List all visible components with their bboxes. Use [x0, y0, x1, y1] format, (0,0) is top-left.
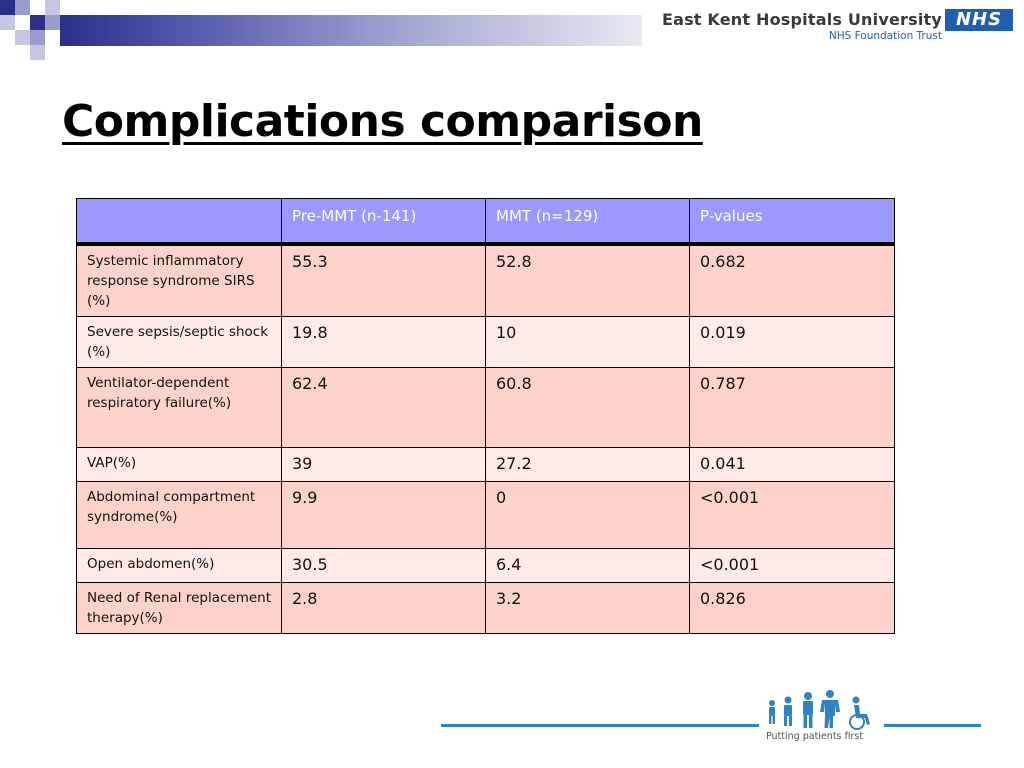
slide-title: Complications comparison: [62, 96, 703, 147]
row-label: VAP(%): [76, 447, 282, 482]
table-row: VAP(%) 39 27.2 0.041: [76, 447, 895, 482]
pre-mmt-value: 2.8: [281, 582, 486, 634]
pre-mmt-value: 19.8: [281, 316, 486, 368]
row-label: Severe sepsis/septic shock (%): [76, 316, 282, 368]
table-header-empty: [76, 198, 282, 246]
mmt-value: 52.8: [485, 243, 690, 317]
p-value: <0.001: [689, 481, 895, 549]
mmt-value: 6.4: [485, 548, 690, 583]
people-group-icon: [769, 690, 870, 730]
pre-mmt-value: 39: [281, 447, 486, 482]
p-value: 0.041: [689, 447, 895, 482]
table-header-p-values: P-values: [689, 198, 895, 246]
pre-mmt-value: 62.4: [281, 367, 486, 448]
p-value: <0.001: [689, 548, 895, 583]
table-row: Systemic inflammatory response syndrome …: [76, 243, 895, 317]
p-value: 0.019: [689, 316, 895, 368]
mmt-value: 0: [485, 481, 690, 549]
footer-line-right: [884, 724, 981, 727]
organization-subtitle: NHS Foundation Trust: [828, 30, 942, 42]
footer-tagline: Putting patients first: [766, 731, 864, 742]
pre-mmt-value: 30.5: [281, 548, 486, 583]
p-value: 0.787: [689, 367, 895, 448]
footer-line-left: [441, 724, 759, 727]
nhs-logo: NHS: [945, 9, 1013, 31]
p-value: 0.826: [689, 582, 895, 634]
table-row: Need of Renal replacement therapy(%) 2.8…: [76, 582, 895, 634]
mmt-value: 10: [485, 316, 690, 368]
table-header-mmt: MMT (n=129): [485, 198, 690, 246]
header-gradient-bar: [60, 15, 642, 46]
row-label: Systemic inflammatory response syndrome …: [76, 243, 282, 317]
organization-name: East Kent Hospitals University: [661, 10, 942, 29]
row-label: Need of Renal replacement therapy(%): [76, 582, 282, 634]
mmt-value: 27.2: [485, 447, 690, 482]
table-row: Severe sepsis/septic shock (%) 19.8 10 0…: [76, 316, 895, 368]
table-row: Ventilator-dependent respiratory failure…: [76, 367, 895, 448]
row-label: Ventilator-dependent respiratory failure…: [76, 367, 282, 448]
table-header-row: Pre-MMT (n-141) MMT (n=129) P-values: [76, 198, 895, 246]
mmt-value: 3.2: [485, 582, 690, 634]
mmt-value: 60.8: [485, 367, 690, 448]
organization-header: East Kent Hospitals University NHS Found…: [642, 10, 942, 42]
table-header-pre-mmt: Pre-MMT (n-141): [281, 198, 486, 246]
table-row: Open abdomen(%) 30.5 6.4 <0.001: [76, 548, 895, 583]
table-row: Abdominal compartment syndrome(%) 9.9 0 …: [76, 481, 895, 549]
pre-mmt-value: 9.9: [281, 481, 486, 549]
row-label: Open abdomen(%): [76, 548, 282, 583]
complications-table: Pre-MMT (n-141) MMT (n=129) P-values Sys…: [76, 198, 895, 634]
row-label: Abdominal compartment syndrome(%): [76, 481, 282, 549]
p-value: 0.682: [689, 243, 895, 317]
pre-mmt-value: 55.3: [281, 243, 486, 317]
